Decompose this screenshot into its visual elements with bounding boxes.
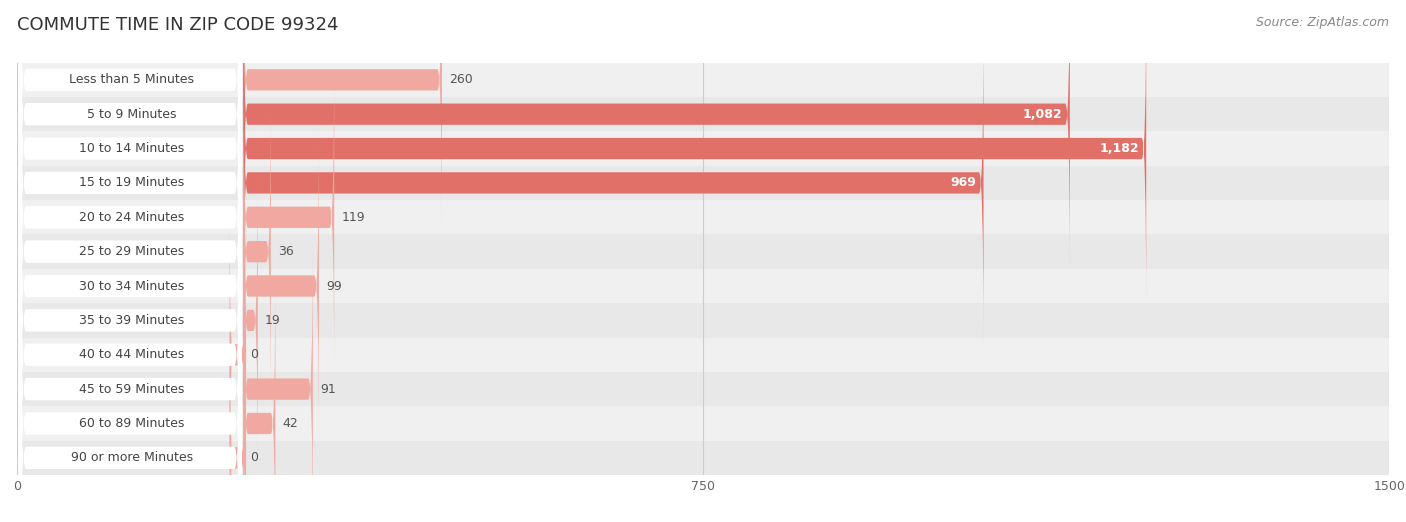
FancyBboxPatch shape <box>17 132 1389 166</box>
FancyBboxPatch shape <box>17 200 1389 234</box>
Text: 19: 19 <box>266 314 281 327</box>
Text: 10 to 14 Minutes: 10 to 14 Minutes <box>79 142 184 155</box>
Text: 91: 91 <box>321 383 336 396</box>
FancyBboxPatch shape <box>17 338 1389 372</box>
Text: 0: 0 <box>250 348 259 361</box>
FancyBboxPatch shape <box>229 194 246 516</box>
Text: 35 to 39 Minutes: 35 to 39 Minutes <box>79 314 184 327</box>
FancyBboxPatch shape <box>243 159 257 482</box>
Text: 60 to 89 Minutes: 60 to 89 Minutes <box>79 417 184 430</box>
FancyBboxPatch shape <box>17 97 1389 132</box>
FancyBboxPatch shape <box>243 0 441 241</box>
FancyBboxPatch shape <box>17 63 1389 97</box>
FancyBboxPatch shape <box>243 0 1146 310</box>
Text: 36: 36 <box>278 245 294 258</box>
FancyBboxPatch shape <box>18 0 242 447</box>
Text: 119: 119 <box>342 211 366 224</box>
Text: 99: 99 <box>326 279 342 292</box>
FancyBboxPatch shape <box>243 56 335 378</box>
FancyBboxPatch shape <box>17 406 1389 441</box>
Text: 1,082: 1,082 <box>1024 108 1063 121</box>
FancyBboxPatch shape <box>18 22 242 522</box>
Text: Less than 5 Minutes: Less than 5 Minutes <box>69 73 194 86</box>
FancyBboxPatch shape <box>229 296 246 522</box>
FancyBboxPatch shape <box>243 228 312 522</box>
FancyBboxPatch shape <box>18 91 242 522</box>
Text: 260: 260 <box>450 73 472 86</box>
FancyBboxPatch shape <box>243 262 276 522</box>
Text: 40 to 44 Minutes: 40 to 44 Minutes <box>79 348 184 361</box>
Text: 20 to 24 Minutes: 20 to 24 Minutes <box>79 211 184 224</box>
Text: Source: ZipAtlas.com: Source: ZipAtlas.com <box>1256 16 1389 29</box>
FancyBboxPatch shape <box>17 269 1389 303</box>
FancyBboxPatch shape <box>18 0 242 481</box>
FancyBboxPatch shape <box>18 57 242 522</box>
FancyBboxPatch shape <box>18 194 242 522</box>
Text: COMMUTE TIME IN ZIP CODE 99324: COMMUTE TIME IN ZIP CODE 99324 <box>17 16 339 33</box>
FancyBboxPatch shape <box>18 0 242 378</box>
Text: 1,182: 1,182 <box>1099 142 1139 155</box>
Text: 0: 0 <box>250 452 259 465</box>
FancyBboxPatch shape <box>18 0 242 343</box>
Text: 45 to 59 Minutes: 45 to 59 Minutes <box>79 383 184 396</box>
FancyBboxPatch shape <box>17 441 1389 475</box>
FancyBboxPatch shape <box>18 0 242 412</box>
FancyBboxPatch shape <box>18 0 242 515</box>
Text: 969: 969 <box>950 176 976 189</box>
FancyBboxPatch shape <box>17 234 1389 269</box>
FancyBboxPatch shape <box>243 125 319 447</box>
Text: 5 to 9 Minutes: 5 to 9 Minutes <box>87 108 177 121</box>
FancyBboxPatch shape <box>17 303 1389 338</box>
FancyBboxPatch shape <box>18 160 242 522</box>
Text: 25 to 29 Minutes: 25 to 29 Minutes <box>79 245 184 258</box>
Text: 15 to 19 Minutes: 15 to 19 Minutes <box>79 176 184 189</box>
FancyBboxPatch shape <box>17 166 1389 200</box>
Text: 90 or more Minutes: 90 or more Minutes <box>70 452 193 465</box>
Text: 30 to 34 Minutes: 30 to 34 Minutes <box>79 279 184 292</box>
FancyBboxPatch shape <box>243 0 1070 276</box>
FancyBboxPatch shape <box>243 22 984 344</box>
Text: 42: 42 <box>283 417 298 430</box>
FancyBboxPatch shape <box>18 125 242 522</box>
FancyBboxPatch shape <box>243 90 271 413</box>
FancyBboxPatch shape <box>17 372 1389 406</box>
